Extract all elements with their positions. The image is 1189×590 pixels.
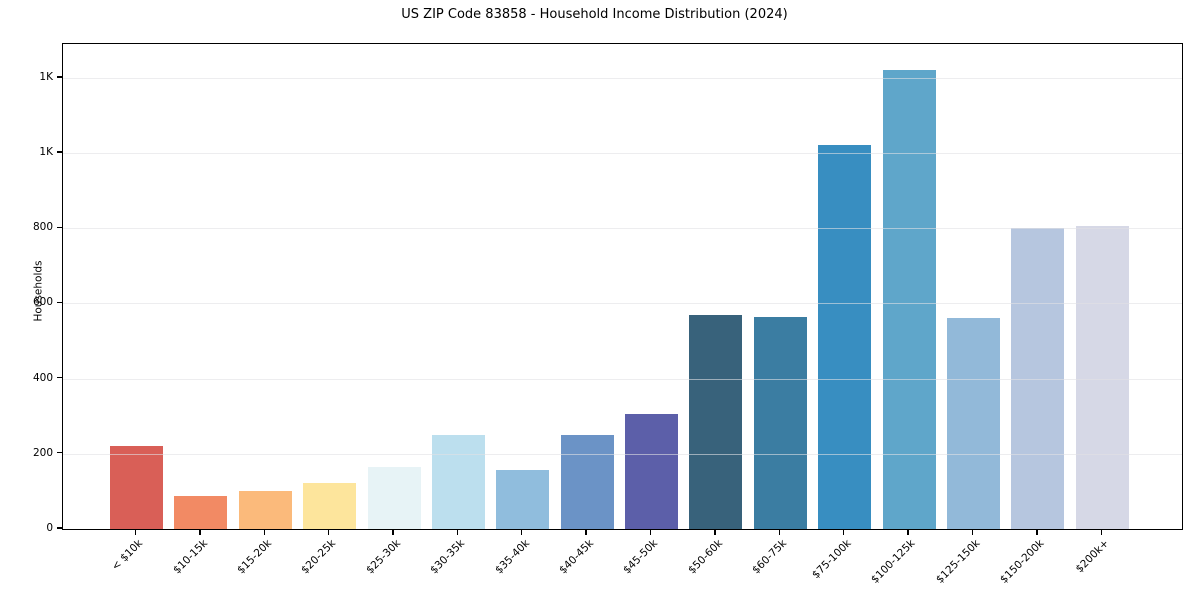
y-tick-mark-800	[57, 226, 62, 228]
x-tick-label-$60-75k: $60-75k	[750, 537, 790, 577]
x-tick-label-$50-60k: $50-60k	[685, 537, 725, 577]
x-tick-mark-$60-75k	[778, 529, 780, 535]
y-tick-mark-0	[57, 527, 62, 529]
y-tick-label-1000: 1K	[39, 146, 53, 159]
x-tick-label-$200k+: $200k+	[1073, 537, 1111, 576]
y-tick-label-400: 400	[32, 371, 53, 384]
bar-$75-100k	[818, 144, 872, 529]
x-tick-mark-$200k+	[1100, 529, 1102, 535]
y-tick-label-1200: 1K	[39, 70, 53, 83]
y-tick-mark-1000	[57, 151, 62, 153]
x-tick-mark-$40-45k	[585, 529, 587, 535]
y-tick-label-800: 800	[32, 221, 53, 234]
plot-area	[62, 43, 1183, 530]
gridline-1200	[63, 77, 1182, 79]
chart-title: US ZIP Code 83858 - Household Income Dis…	[401, 7, 788, 22]
y-tick-mark-600	[57, 301, 62, 304]
bar-$10-15k	[174, 495, 228, 529]
x-tick-label-$10-15k: $10-15k	[170, 537, 210, 577]
bar-$100-125k	[882, 69, 936, 529]
bar-$35-40k	[496, 469, 550, 529]
x-tick-mark-$25-30k	[392, 529, 394, 535]
x-tick-mark-$50-60k	[714, 529, 716, 535]
bar-$60-75k	[753, 316, 807, 529]
y-tick-mark-200	[57, 452, 62, 454]
bar-$25-30k	[367, 466, 421, 529]
bar-$50-60k	[689, 315, 743, 529]
bar-$20-25k	[303, 483, 357, 529]
x-tick-label-$20-25k: $20-25k	[299, 537, 339, 577]
gridline-1000	[63, 153, 1182, 155]
x-tick-label-$125-150k: $125-150k	[933, 537, 983, 586]
bar-< $10k	[110, 445, 163, 529]
x-tick-mark-$100-125k	[907, 529, 909, 535]
x-tick-mark-$20-25k	[327, 529, 330, 535]
x-tick-label-$150-200k: $150-200k	[998, 537, 1047, 586]
x-tick-label-$15-20k: $15-20k	[234, 537, 275, 577]
bar-$15-20k	[238, 490, 292, 529]
x-tick-mark-$75-100k	[842, 529, 845, 535]
x-tick-mark-$45-50k	[649, 529, 652, 535]
x-tick-label-$45-50k: $45-50k	[621, 537, 661, 577]
x-tick-mark-< $10k	[134, 529, 137, 535]
x-tick-mark-$30-35k	[456, 529, 459, 535]
x-tick-label-$35-40k: $35-40k	[492, 537, 532, 577]
y-tick-mark-1200	[57, 76, 62, 78]
x-tick-mark-$15-20k	[263, 529, 265, 535]
bar-$150-200k	[1011, 228, 1065, 529]
x-tick-label-$40-45k: $40-45k	[556, 537, 596, 577]
bar-$200k+	[1075, 225, 1129, 529]
x-tick-label-$100-125k: $100-125k	[869, 537, 918, 586]
bar-$30-35k	[431, 434, 485, 529]
bar-$45-50k	[625, 414, 679, 529]
bar-$40-45k	[560, 434, 614, 529]
bar-$125-150k	[946, 318, 1000, 529]
x-tick-mark-$150-200k	[1036, 529, 1038, 535]
y-tick-label-0: 0	[46, 522, 53, 534]
x-tick-mark-$10-15k	[199, 529, 201, 535]
y-tick-mark-400	[57, 376, 62, 379]
x-tick-mark-$35-40k	[521, 529, 523, 535]
y-tick-label-600: 600	[32, 296, 53, 309]
x-tick-label-$30-35k: $30-35k	[428, 537, 468, 577]
x-tick-label-< $10k: < $10k	[109, 537, 146, 573]
x-tick-mark-$125-150k	[971, 529, 974, 535]
y-tick-label-200: 200	[32, 446, 53, 459]
y-axis-label: Households	[32, 260, 45, 322]
x-tick-label-$25-30k: $25-30k	[363, 537, 403, 577]
x-tick-label-$75-100k: $75-100k	[809, 537, 854, 582]
